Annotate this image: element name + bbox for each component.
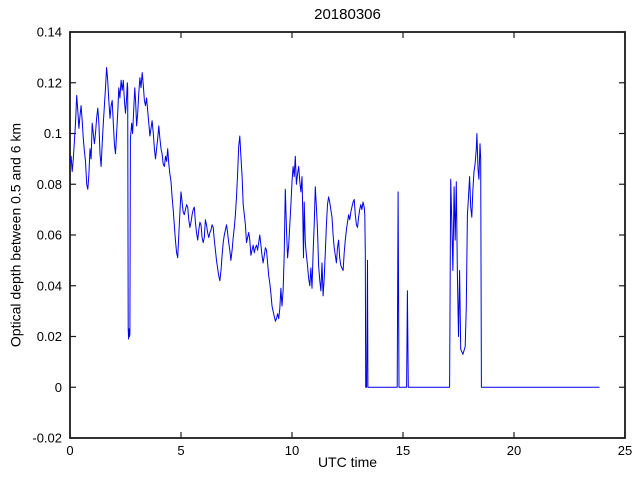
x-tick-label: 5 [177,443,184,458]
x-tick-label: 0 [66,443,73,458]
x-tick-label: 20 [507,443,521,458]
chart-title: 20180306 [314,6,381,23]
x-tick-label: 10 [285,443,299,458]
y-tick-label: 0.04 [37,278,62,293]
y-tick-label: 0.06 [37,228,62,243]
y-tick-label: -0.02 [32,431,62,446]
axis-box [69,31,626,439]
x-tick-label: 25 [618,443,632,458]
y-tick-label: 0.1 [44,126,62,141]
y-tick-label: 0.14 [37,25,62,40]
y-axis-label: Optical depth between 0.5 and 6 km [7,122,24,348]
x-tick-label: 15 [396,443,410,458]
y-tick-label: 0.12 [37,75,62,90]
x-axis-label: UTC time [317,454,378,470]
data-series-line [69,67,600,388]
y-tick-label: 0.08 [37,177,62,192]
y-tick-label: 0.02 [37,329,62,344]
y-tick-label: 0 [55,380,62,395]
